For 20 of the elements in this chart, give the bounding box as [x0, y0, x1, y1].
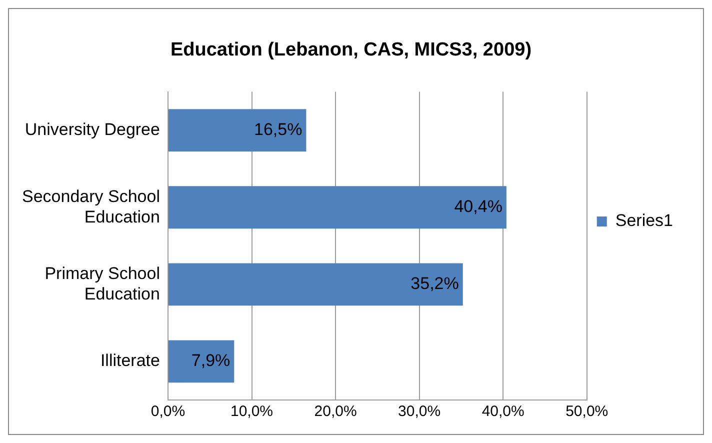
y-tick-label: University Degree [24, 120, 160, 140]
data-label: 7,9% [191, 351, 230, 370]
data-label: 35,2% [410, 274, 459, 294]
bar [168, 263, 463, 306]
x-tick-label: 10,0% [230, 403, 274, 420]
y-tick-label: Primary School Education [44, 264, 160, 304]
y-tick-label: Illiterate [100, 351, 160, 370]
bar [168, 109, 306, 152]
data-label: 16,5% [254, 120, 302, 140]
x-tick-label: 50,0% [566, 403, 608, 420]
chart-title: Education (Lebanon, CAS, MICS3, 2009) [170, 40, 532, 61]
x-tick-label: 30,0% [398, 403, 441, 420]
legend-label: Series1 [615, 211, 673, 230]
data-label: 40,4% [454, 197, 502, 216]
x-tick-label: 40,0% [482, 403, 524, 420]
x-tick-label: 20,0% [314, 403, 357, 420]
bar [168, 186, 506, 229]
y-tick-label: Secondary School Education [22, 186, 160, 226]
x-tick-label: 0,0% [150, 403, 186, 420]
bar [168, 340, 234, 383]
